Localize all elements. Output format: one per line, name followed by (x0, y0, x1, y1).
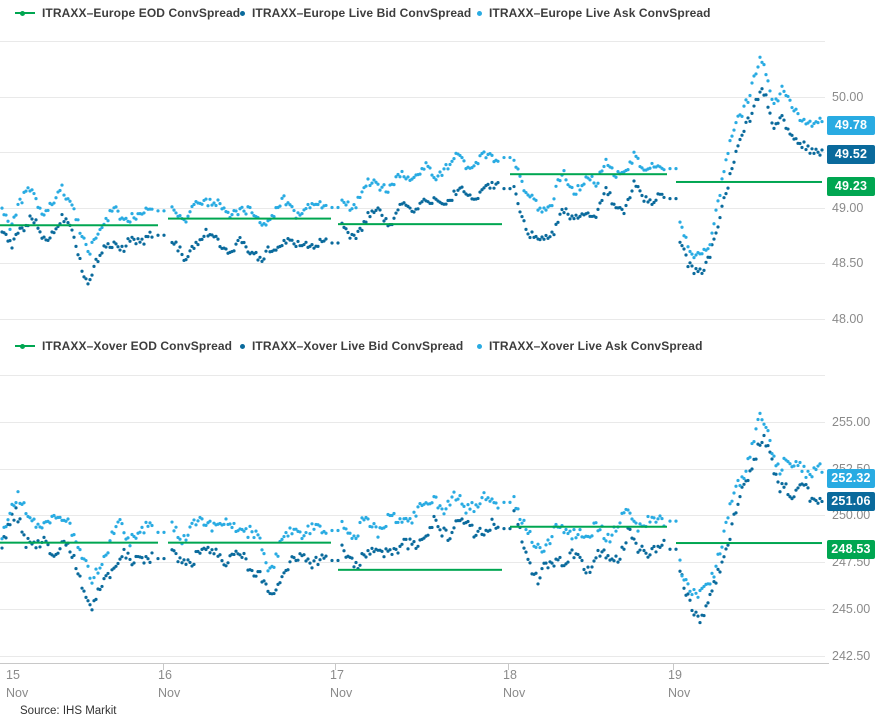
y-axis-label: 48.50 (832, 256, 864, 270)
price-badge-ask: 49.78 (827, 116, 875, 136)
legend-item-bid[interactable]: ITRAXX–Xover Live Bid ConvSpread (240, 337, 463, 355)
x-axis-month: Nov (158, 686, 181, 700)
legend-item-eod[interactable]: ITRAXX–Europe EOD ConvSpread (15, 4, 240, 22)
legend-label: ITRAXX–Europe Live Ask ConvSpread (489, 6, 711, 20)
legend-label: ITRAXX–Xover Live Ask ConvSpread (489, 339, 703, 353)
legend-label: ITRAXX–Xover EOD ConvSpread (42, 339, 233, 353)
legend-europe: ITRAXX–Europe EOD ConvSpread ITRAXX–Europ… (0, 4, 879, 22)
x-axis-tick-mark (508, 664, 509, 670)
europe-chart-plot[interactable] (0, 30, 879, 335)
x-axis-month: Nov (668, 686, 691, 700)
x-axis-day: 16 (158, 668, 172, 682)
y-axis-label: 242.50 (832, 648, 871, 663)
x-axis-month: Nov (503, 686, 526, 700)
legend-xover: ITRAXX–Xover EOD ConvSpread ITRAXX–Xover … (0, 337, 879, 355)
x-axis-label: 16 Nov (158, 668, 180, 701)
legend-label: ITRAXX–Xover Live Bid ConvSpread (252, 339, 464, 353)
x-axis-label: 19 Nov (668, 668, 690, 701)
y-axis-label: 49.00 (832, 200, 864, 215)
x-axis-day: 19 (668, 668, 682, 682)
ask-dot-marker-icon (477, 10, 482, 16)
price-badge-bid: 251.06 (827, 492, 875, 512)
ask-dot-marker-icon (477, 343, 482, 349)
bid-dot-marker-icon (240, 343, 245, 349)
x-axis-line (0, 663, 829, 664)
x-axis-day: 18 (503, 668, 517, 682)
y-axis-label: 255.00 (832, 414, 871, 429)
legend-item-ask[interactable]: ITRAXX–Europe Live Ask ConvSpread (477, 4, 711, 22)
x-axis-month: Nov (330, 686, 353, 700)
x-axis-label: 15 Nov (6, 668, 28, 701)
y-axis-label: 245.00 (832, 602, 871, 617)
legend-label: ITRAXX–Europe Live Bid ConvSpread (252, 6, 472, 20)
source-label: Source: IHS Markit (20, 705, 117, 717)
price-badge-eod: 248.53 (827, 539, 875, 559)
y-axis-label: 50.00 (832, 89, 864, 104)
x-axis-day: 17 (330, 668, 344, 682)
price-badge-ask: 252.32 (827, 468, 875, 488)
y-axis-label: 48.00 (832, 311, 864, 326)
x-axis-tick-mark (163, 664, 164, 670)
eod-line-marker-icon (15, 343, 35, 349)
xover-chart-plot[interactable] (0, 365, 879, 665)
x-axis-month: Nov (6, 686, 29, 700)
x-axis-day: 15 (6, 668, 20, 682)
y-axis-label: 250.00 (832, 508, 871, 523)
price-badge-bid: 49.52 (827, 145, 875, 165)
legend-item-ask[interactable]: ITRAXX–Xover Live Ask ConvSpread (477, 337, 703, 355)
legend-item-eod[interactable]: ITRAXX–Xover EOD ConvSpread (15, 337, 232, 355)
eod-line-marker-icon (15, 10, 35, 16)
legend-label: ITRAXX–Europe EOD ConvSpread (42, 6, 241, 20)
x-axis-tick-mark (335, 664, 336, 670)
x-axis-label: 17 Nov (330, 668, 352, 701)
price-badge-eod: 49.23 (827, 177, 875, 197)
x-axis-tick-mark (673, 664, 674, 670)
bid-dot-marker-icon (240, 10, 245, 16)
x-axis-label: 18 Nov (503, 668, 525, 701)
legend-item-bid[interactable]: ITRAXX–Europe Live Bid ConvSpread (240, 4, 471, 22)
y-axis-label: 247.50 (832, 555, 871, 570)
